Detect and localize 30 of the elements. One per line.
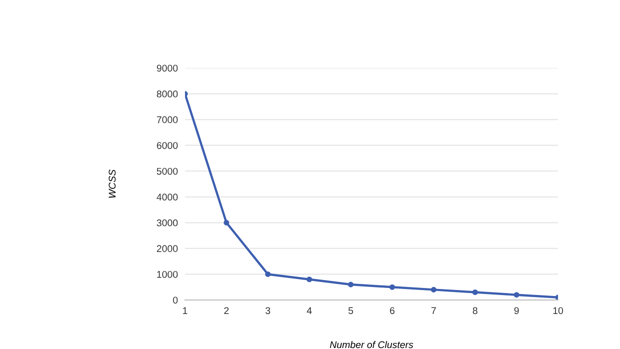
y-axis-title: WCSS: [108, 170, 116, 198]
y-tick-label: 0: [173, 296, 178, 304]
point: [306, 276, 312, 282]
x-tick-label: 3: [266, 307, 270, 314]
y-tick-label: 7000: [156, 116, 178, 124]
y-tick-label: 3000: [156, 219, 178, 226]
x-tick-label: 10: [553, 307, 564, 314]
x-tick-label: 1: [183, 307, 188, 314]
x-tick-label: 6: [390, 307, 394, 314]
x-tick-label: 2: [224, 307, 229, 314]
x-tick-label: 4: [306, 307, 312, 314]
x-tick-label: 7: [431, 307, 436, 314]
y-tick-label: 5000: [156, 168, 178, 175]
point: [514, 292, 520, 298]
point: [348, 282, 354, 288]
point: [389, 284, 395, 290]
x-tick-label: 8: [472, 307, 478, 314]
x-tick-label: 9: [514, 307, 519, 314]
y-tick-label: 2000: [156, 245, 178, 252]
y-tick-label: 8000: [156, 90, 178, 98]
x-tick-label: 5: [348, 307, 354, 314]
x-axis-title: Number of Clusters: [330, 341, 414, 348]
point: [265, 271, 271, 277]
point: [430, 286, 436, 292]
point: [224, 220, 230, 226]
point: [472, 289, 478, 296]
y-tick-label: 9000: [156, 64, 178, 72]
y-tick-label: 4000: [156, 194, 178, 201]
y-tick-label: 6000: [156, 142, 178, 149]
y-tick-label: 1000: [157, 270, 178, 278]
